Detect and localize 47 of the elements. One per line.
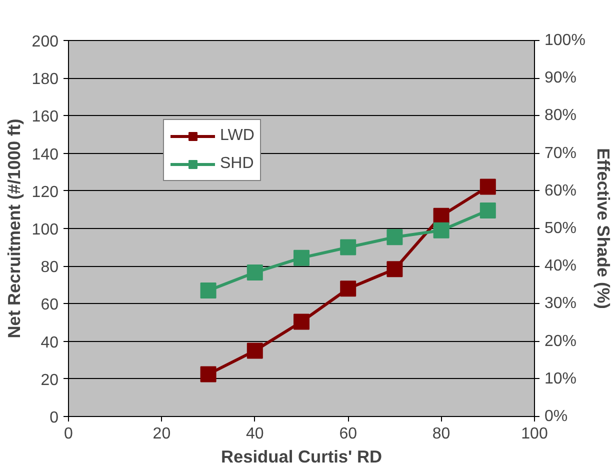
y-tick-label: 100 (32, 222, 59, 238)
x-tick-label: 0 (64, 426, 74, 442)
y-tick-label: 20 (40, 372, 59, 389)
y2-axis-title: Effective Shade (%) (593, 148, 614, 309)
x-tick-label: 40 (246, 426, 264, 442)
point (246, 264, 263, 280)
legend-label: LWD (220, 127, 254, 145)
y2-tick-label: 60% (544, 182, 577, 200)
point (340, 280, 356, 297)
y-tick-label: 80 (40, 259, 59, 276)
y-tick-label: 60 (40, 296, 59, 314)
point (480, 178, 496, 195)
y-axis-title: Net Recruitment (#/1000 ft) (4, 118, 24, 338)
y-tick-label: 120 (32, 184, 59, 201)
x-tick-label: 80 (432, 426, 450, 442)
y-tick-label: 200 (32, 34, 59, 50)
point (433, 222, 450, 238)
x-tick-label: 100 (521, 426, 548, 442)
y2-tick-label: 70% (544, 144, 577, 162)
y2-tick-label: 40% (544, 258, 577, 275)
x-tick-label: 20 (152, 426, 171, 442)
point (433, 208, 450, 224)
y2-tick-label: 30% (544, 295, 577, 312)
y2-tick-label: 80% (544, 107, 577, 124)
point (386, 229, 403, 246)
y-tick-label: 0 (50, 410, 59, 426)
y2-tick-label: 20% (544, 332, 577, 350)
y-tick-label: 40 (40, 334, 59, 352)
y2-tick-label: 100% (544, 32, 586, 49)
point (200, 366, 216, 382)
point (480, 202, 496, 218)
point (294, 314, 310, 330)
x-tick-label: 60 (339, 426, 358, 442)
y2-tick-label: 0% (544, 408, 568, 425)
point (246, 342, 263, 359)
point (200, 282, 216, 299)
y-tick-label: 180 (32, 71, 59, 88)
y2-tick-label: 50% (544, 220, 577, 237)
legend-label: SHD (220, 155, 254, 173)
point (386, 261, 403, 278)
y-tick-label: 160 (32, 108, 59, 126)
x-axis-title: Residual Curtis' RD (220, 446, 382, 466)
y2-tick-label: 90% (544, 70, 577, 87)
point (340, 239, 356, 256)
point (294, 250, 310, 266)
y-tick-label: 140 (32, 146, 59, 164)
y2-tick-label: 10% (544, 370, 577, 388)
